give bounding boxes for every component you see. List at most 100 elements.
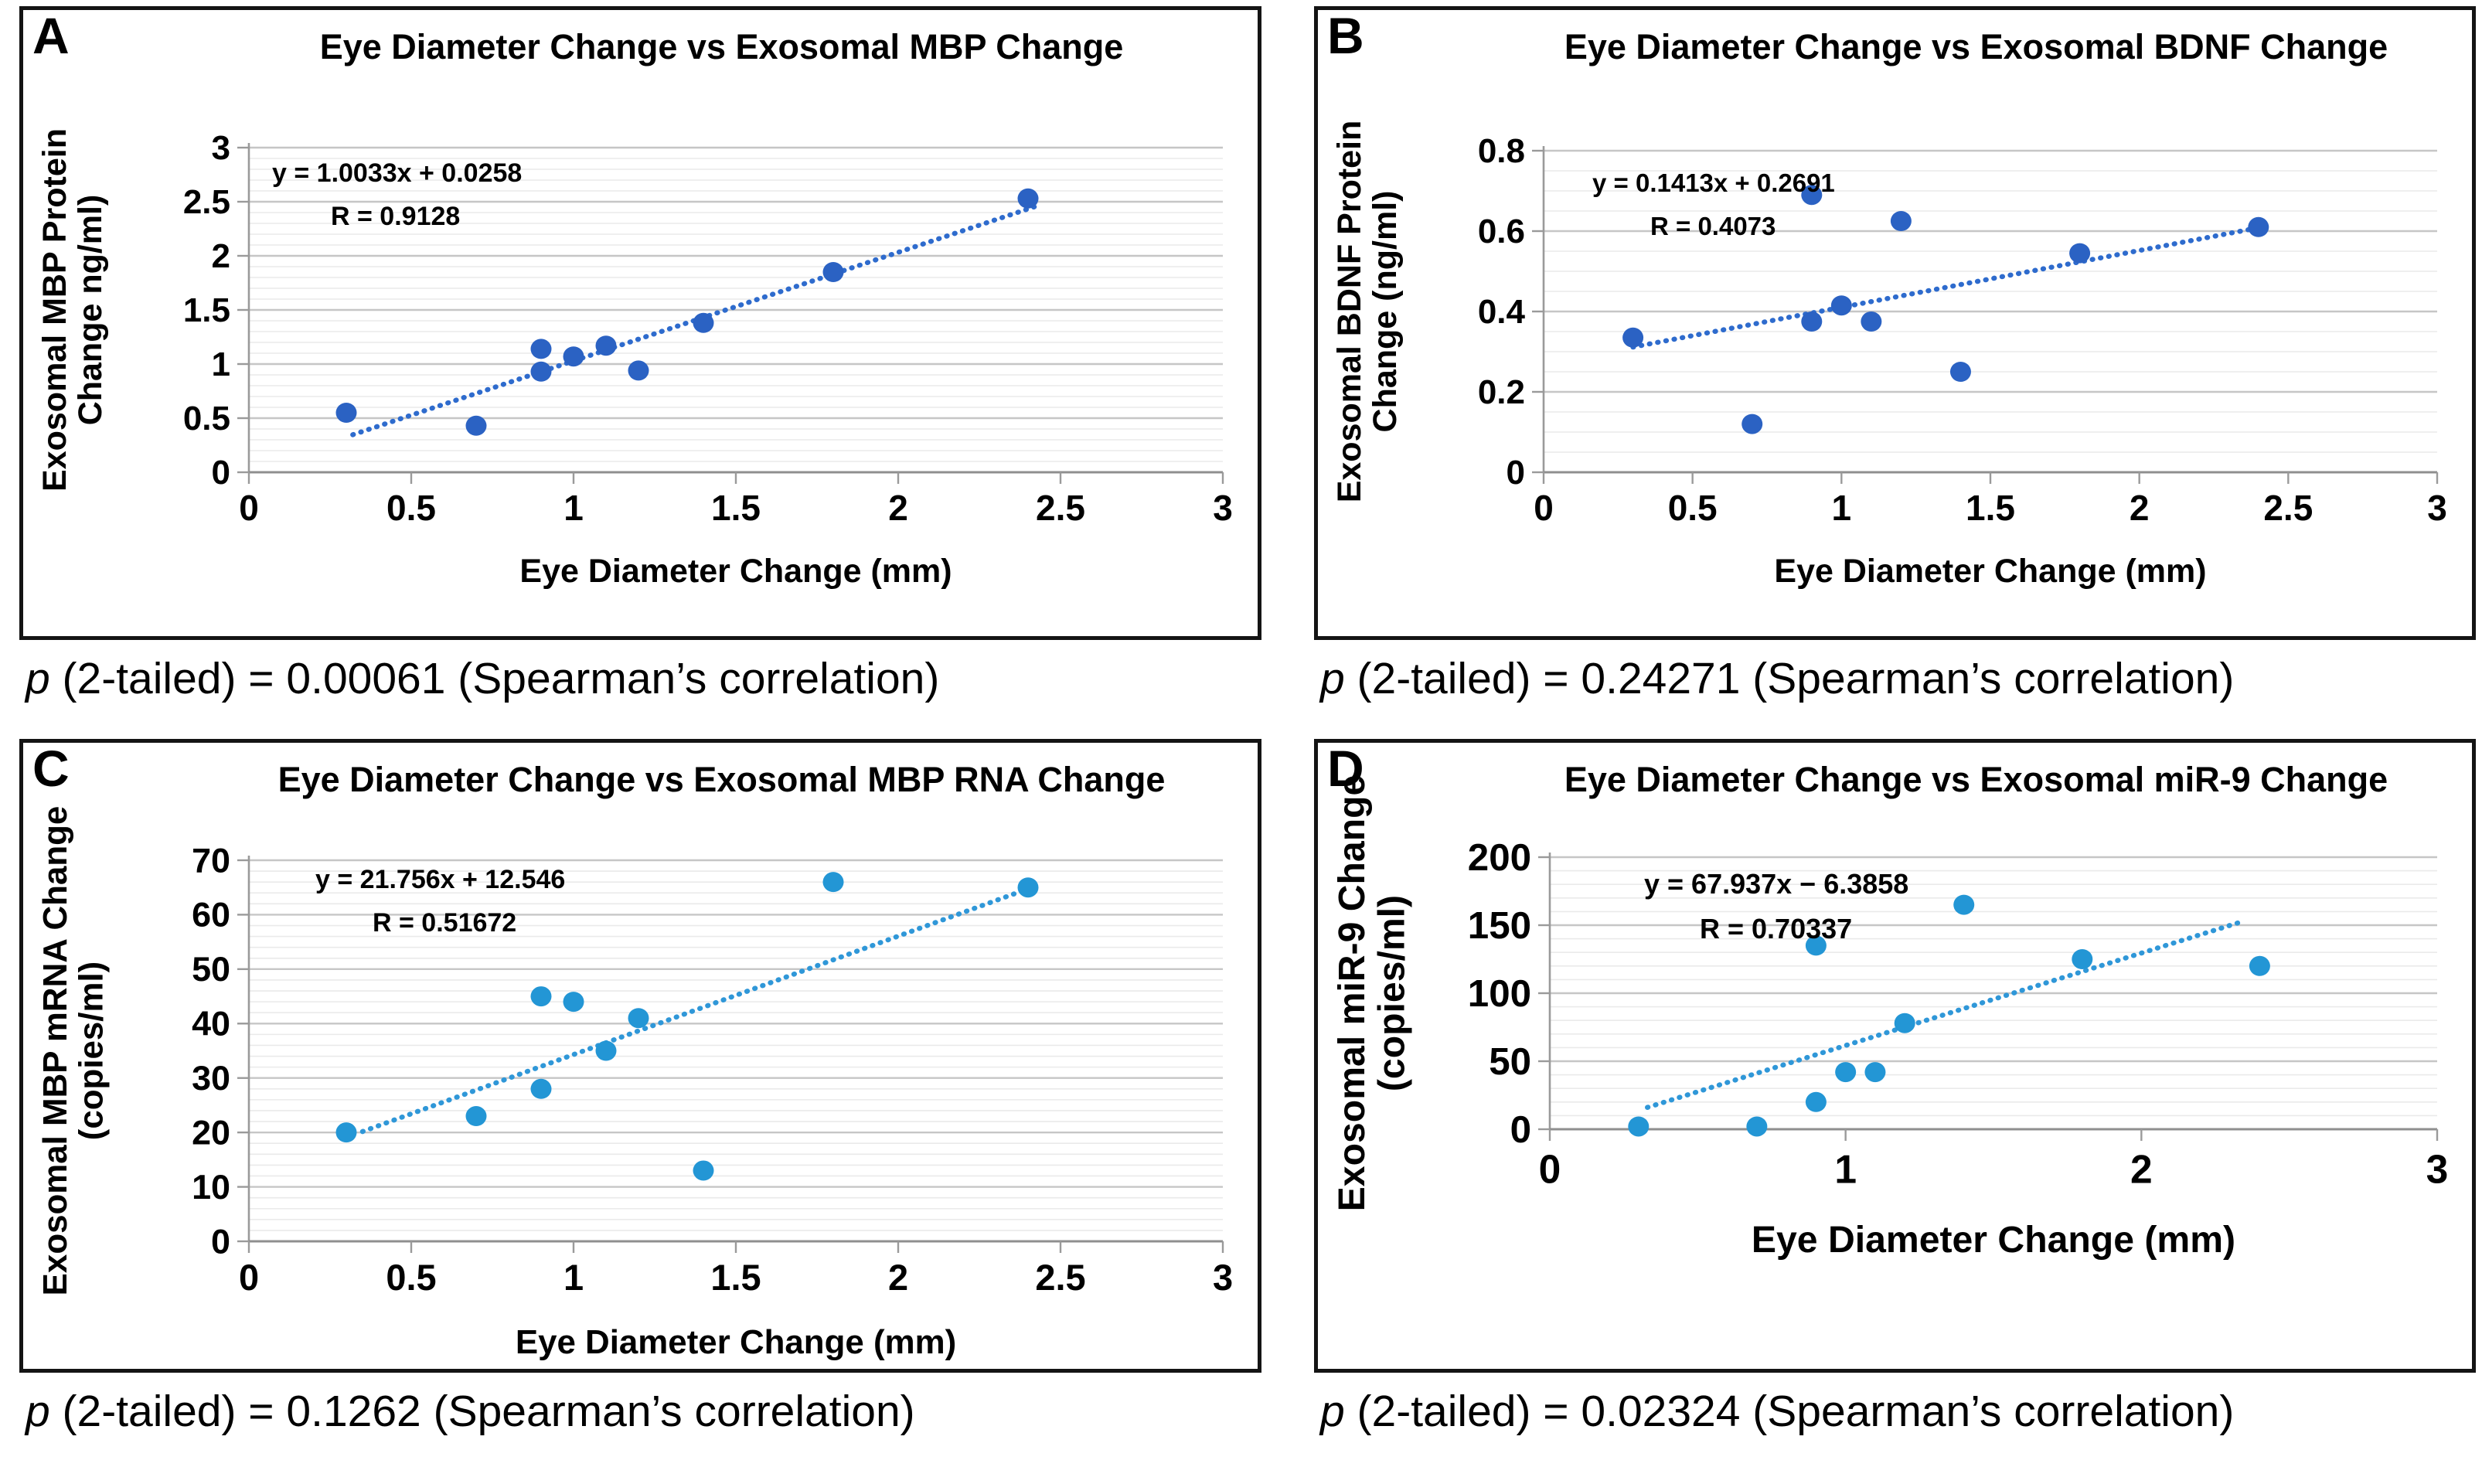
data-point [335, 403, 357, 423]
panel-cell-d: D Eye Diameter Change vs Exosomal miR-9 … [1314, 738, 2476, 1438]
data-point [1805, 934, 1827, 955]
data-point [1746, 1116, 1768, 1137]
x-tick-label: 2 [2130, 488, 2150, 528]
data-point [822, 871, 844, 892]
x-tick-label: 0 [239, 488, 259, 528]
x-tick-label: 2.5 [1035, 1258, 1085, 1298]
y-axis-label: Exosomal MBP mRNA Change(copies/ml) [36, 805, 111, 1295]
y-tick-label: 50 [192, 949, 230, 989]
trendline-equation-a: y = 1.0033x + 0.0258 [272, 158, 523, 188]
data-point [530, 1078, 552, 1099]
y-tick-label: 0.6 [1478, 213, 1525, 250]
y-tick-label: 1 [212, 345, 230, 383]
data-point [1864, 1061, 1886, 1082]
x-tick-label: 0 [1534, 488, 1554, 528]
data-point [1741, 414, 1763, 434]
y-tick-label: 0 [212, 454, 230, 492]
data-point [2249, 955, 2270, 976]
x-tick-label: 1 [1834, 1146, 1857, 1191]
data-point [1949, 362, 1971, 382]
panel-cell-b: B Eye Diameter Change vs Exosomal BDNF C… [1314, 6, 2476, 705]
panel-letter-d: D [1327, 739, 1364, 797]
panel-letter-b: B [1327, 7, 1364, 64]
p-value-line-a: p (2-tailed) = 0.00061 (Spearman’s corre… [26, 654, 1261, 705]
y-tick-label: 0 [211, 1221, 230, 1261]
data-point [530, 361, 552, 382]
y-tick-label: 100 [1468, 972, 1531, 1014]
panel-letter-c: C [32, 739, 70, 797]
y-axis-label: Exosomal MBP ProteinChange ng/ml) [36, 128, 109, 492]
x-tick-label: 2.5 [2263, 488, 2313, 528]
x-tick-label: 3 [1213, 1258, 1233, 1298]
trendline [359, 886, 1031, 1134]
x-tick-label: 1 [1832, 488, 1852, 528]
chart-title-c: Eye Diameter Change vs Exosomal MBP RNA … [277, 759, 1166, 799]
data-point [595, 335, 617, 356]
x-axis-label: Eye Diameter Change (mm) [1774, 553, 2206, 590]
data-point [1830, 295, 1852, 316]
data-point [335, 1122, 357, 1142]
y-tick-label: 30 [192, 1058, 230, 1098]
data-point [1017, 188, 1039, 209]
p-value-line-d: p (2-tailed) = 0.02324 (Spearman’s corre… [1320, 1387, 2476, 1438]
data-point [628, 1007, 649, 1028]
p-value-line-b: p (2-tailed) = 0.24271 (Spearman’s corre… [1320, 654, 2476, 705]
y-axis-label: Exosomal miR-9 Change(copies/ml) [1331, 774, 1413, 1211]
x-axis-label: Eye Diameter Change (mm) [516, 1322, 956, 1360]
x-tick-label: 1.5 [710, 1258, 761, 1298]
y-tick-label: 150 [1468, 904, 1531, 946]
y-tick-label: 3 [212, 129, 230, 167]
data-point [1628, 1116, 1650, 1137]
correlation-coefficient-b: R = 0.4073 [1650, 212, 1776, 240]
y-tick-label: 1.5 [183, 291, 230, 329]
x-tick-label: 1 [563, 1258, 584, 1298]
panel-c: C Eye Diameter Change vs Exosomal MBP RN… [19, 738, 1261, 1373]
data-point [1953, 894, 1975, 915]
x-tick-label: 2.5 [1036, 488, 1085, 528]
x-tick-label: 1.5 [711, 488, 761, 528]
x-tick-label: 1.5 [1966, 488, 2015, 528]
data-point [465, 1105, 487, 1126]
data-point [2069, 243, 2091, 264]
x-tick-label: 0 [239, 1258, 259, 1298]
y-tick-label: 2.5 [183, 183, 230, 221]
data-point [1861, 311, 1882, 332]
data-point [1801, 311, 1823, 332]
data-point [563, 991, 584, 1012]
scatter-chart-c: 0 10 20 30 40 50 60 70 0 0.5 1 1.5 2 2.5 3 Eye Diameter… [36, 805, 1233, 1360]
trendline-equation-c: y = 21.756x + 12.546 [315, 864, 566, 894]
p-value-line-c: p (2-tailed) = 0.1262 (Spearman’s correl… [26, 1387, 1261, 1438]
figure-grid: A Eye Diameter Change vs Exosomal MBP Ch… [19, 6, 2476, 1438]
data-point [693, 1159, 714, 1180]
trendline-equation-d: y = 67.937x − 6.3858 [1644, 867, 1909, 900]
data-point [530, 339, 552, 359]
data-point [1622, 327, 1644, 348]
panel-d: D Eye Diameter Change vs Exosomal miR-9 … [1314, 738, 2476, 1373]
correlation-coefficient-a: R = 0.9128 [331, 202, 461, 231]
data-point [1017, 876, 1039, 897]
p-symbol: p [1320, 654, 1345, 703]
y-tick-label: 200 [1468, 836, 1531, 878]
x-tick-label: 1 [563, 488, 584, 528]
x-tick-label: 0.5 [386, 1258, 436, 1298]
panel-a: A Eye Diameter Change vs Exosomal MBP Ch… [19, 6, 1261, 640]
p-value-text: (2-tailed) = 0.00061 (Spearman’s correla… [49, 654, 940, 703]
data-point [2248, 216, 2269, 237]
y-tick-label: 50 [1489, 1040, 1531, 1082]
y-tick-label: 10 [192, 1166, 230, 1206]
y-tick-label: 0.5 [183, 400, 230, 437]
y-tick-label: 0 [1510, 1108, 1531, 1150]
x-tick-label: 3 [1213, 488, 1233, 528]
p-symbol: p [26, 1386, 50, 1436]
y-tick-label: 40 [192, 1003, 230, 1043]
x-tick-label: 2 [888, 1258, 908, 1298]
chart-title-b: Eye Diameter Change vs Exosomal BDNF Cha… [1564, 27, 2388, 66]
data-point [1835, 1061, 1857, 1082]
p-symbol: p [26, 654, 50, 703]
x-tick-label: 0.5 [1668, 488, 1718, 528]
data-point [693, 312, 714, 333]
y-tick-label: 0.8 [1478, 132, 1525, 170]
x-tick-label: 0 [1539, 1146, 1561, 1191]
p-value-text: (2-tailed) = 0.1262 (Spearman’s correlat… [49, 1386, 915, 1436]
data-point [1890, 211, 1912, 231]
